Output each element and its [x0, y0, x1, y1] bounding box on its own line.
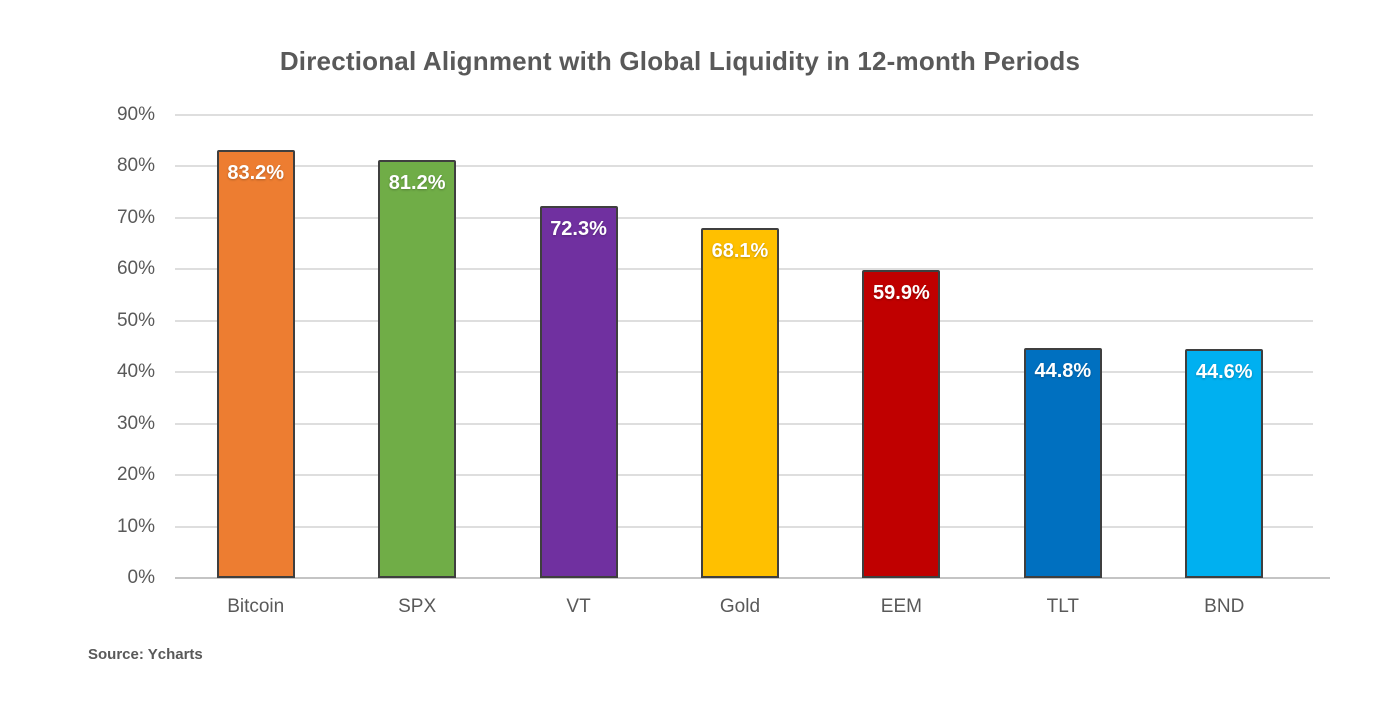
bar-slot: 83.2%: [175, 115, 336, 578]
y-tick-label: 40%: [116, 361, 155, 383]
x-axis-label-bnd: BND: [1204, 596, 1245, 617]
bar-slot: 44.8%: [982, 115, 1143, 578]
y-tick-label: 60%: [116, 258, 155, 280]
gridline: [175, 216, 1313, 219]
bar-slot: 81.2%: [336, 115, 497, 578]
x-axis-line: [175, 577, 1330, 579]
y-tick-label: 30%: [116, 412, 155, 434]
bar-tlt: 44.8%: [1023, 347, 1102, 578]
bar-spx: 81.2%: [378, 160, 457, 578]
y-tick-label: 20%: [116, 464, 155, 486]
x-axis-labels: Bitcoin SPX VT Gold EEM TLT BND: [175, 580, 1305, 618]
bar-value-label: 44.8%: [1034, 359, 1092, 382]
bar-eem: 59.9%: [862, 269, 941, 578]
y-tick-label: 10%: [116, 515, 155, 537]
bar-slot: 68.1%: [659, 115, 820, 578]
bar-slot: 59.9%: [821, 115, 982, 578]
gridline: [175, 114, 1313, 116]
bar-slot: 72.3%: [498, 115, 659, 578]
x-axis-label-spx: SPX: [398, 596, 437, 617]
y-tick-label: 70%: [116, 206, 155, 228]
bar-bitcoin: 83.2%: [216, 149, 295, 578]
bar-vt: 72.3%: [539, 206, 618, 578]
bar-value-label: 72.3%: [550, 218, 607, 241]
y-tick-label: 0%: [127, 567, 155, 588]
x-axis-label-gold: Gold: [719, 596, 761, 617]
chart-title: Directional Alignment with Global Liquid…: [279, 46, 1081, 76]
bar-slot: 44.6%: [1144, 115, 1305, 578]
plot-area: 83.2% 81.2% 72.3% 68.1% 59.9% 44.8% 44.6%: [175, 114, 1330, 579]
source-note: Source: Ycharts: [88, 646, 203, 663]
x-axis-label-bitcoin: Bitcoin: [227, 596, 285, 617]
bar-gold: 68.1%: [700, 227, 779, 578]
bar-value-label: 44.6%: [1195, 360, 1253, 383]
x-axis-label-vt: VT: [566, 596, 591, 617]
x-axis-label-tlt: TLT: [1046, 596, 1079, 617]
y-axis: 0% 10% 20% 30% 40% 50% 60% 70% 80% 90%: [0, 104, 155, 588]
y-tick-label: 50%: [116, 309, 155, 331]
x-axis-label-eem: EEM: [880, 596, 922, 617]
bars-row: 83.2% 81.2% 72.3% 68.1% 59.9% 44.8% 44.6%: [175, 115, 1305, 578]
bar-value-label: 81.2%: [388, 172, 446, 195]
gridline: [175, 165, 1313, 168]
bar-bnd: 44.6%: [1185, 348, 1264, 578]
y-tick-label: 80%: [116, 155, 155, 177]
y-tick-label: 90%: [116, 104, 155, 125]
bar-value-label: 59.9%: [873, 281, 930, 304]
bar-value-label: 83.2%: [227, 161, 285, 184]
bar-value-label: 68.1%: [711, 239, 769, 262]
